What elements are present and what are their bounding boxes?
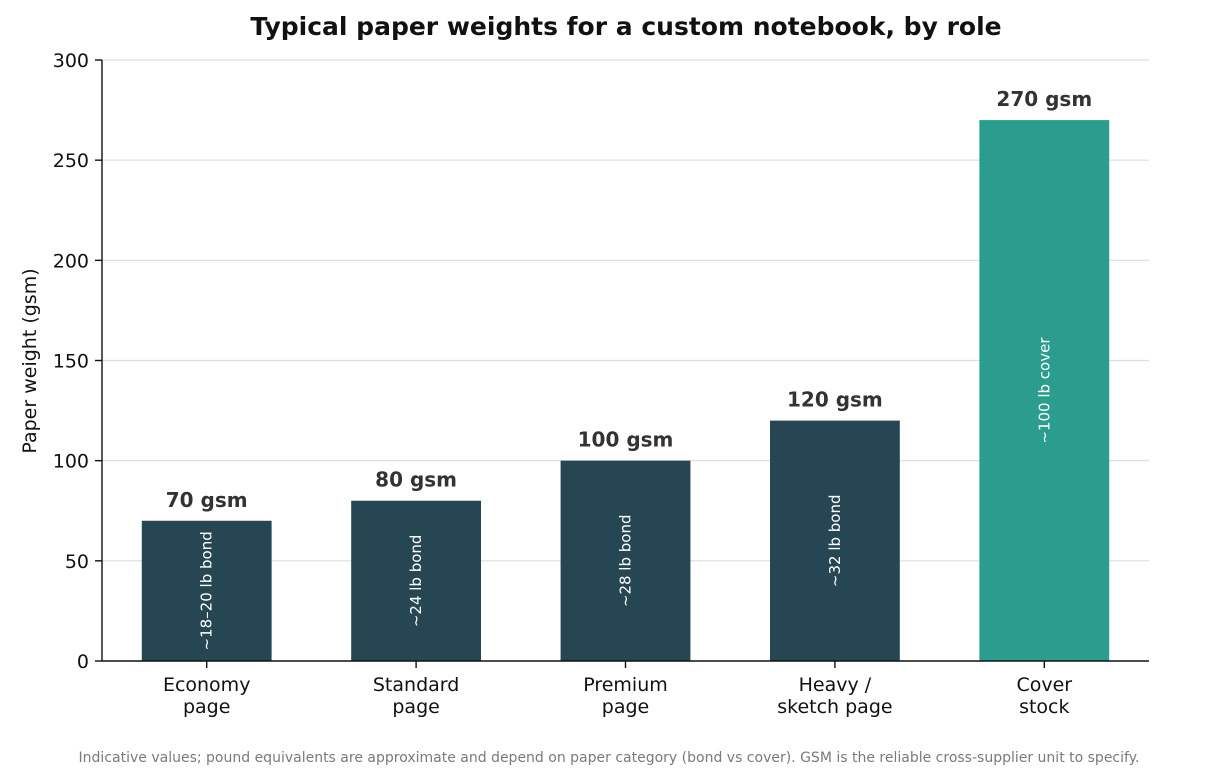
x-tick-label-line: page: [392, 696, 439, 718]
bar-value-label: 120 gsm: [787, 388, 883, 412]
y-tick-label: 300: [53, 50, 89, 72]
grid-lines: [102, 59, 1149, 562]
bar-value-label: 70 gsm: [166, 488, 248, 512]
y-axis-label: Paper weight (gsm): [19, 268, 41, 453]
x-tick-label-line: Heavy /: [799, 674, 872, 696]
x-tick-label: Heavy / sketch page: [777, 674, 892, 718]
y-tick-label: 50: [65, 551, 89, 573]
bar: [560, 460, 691, 661]
bar-value-label: 80 gsm: [375, 468, 457, 492]
bar-value-label: 270 gsm: [996, 87, 1092, 111]
bar: [979, 120, 1110, 662]
x-tick-label-line: Economy: [163, 674, 251, 696]
x-tick-label-line: Standard: [373, 674, 459, 696]
bar: [769, 420, 900, 661]
bar-inner-label: ~18–20 lb bond: [198, 531, 216, 650]
y-tick-label: 200: [53, 250, 89, 272]
bar-inner-label: ~32 lb bond: [826, 494, 844, 587]
bar-inner-label: ~100 lb cover: [1035, 337, 1053, 444]
x-tick-label: Economy page: [163, 674, 251, 718]
axes: [95, 59, 1149, 668]
x-tick-label-line: page: [602, 696, 649, 718]
x-tick-label-line: page: [183, 696, 230, 718]
bar: [351, 500, 482, 661]
bar: [141, 520, 272, 661]
chart-footnote: Indicative values; pound equivalents are…: [79, 750, 1140, 766]
x-tick-label-line: Cover: [1016, 674, 1072, 696]
x-tick-label: Premium page: [583, 674, 668, 718]
bars: [141, 120, 1110, 662]
bar-inner-label: ~24 lb bond: [407, 535, 425, 628]
x-tick-label-line: sketch page: [777, 696, 892, 718]
x-tick-label: Standard page: [373, 674, 459, 718]
bar-value-label: 100 gsm: [578, 428, 674, 452]
y-tick-label: 100: [53, 451, 89, 473]
bar-inner-label: ~28 lb bond: [617, 515, 635, 608]
y-tick-label: 150: [53, 351, 89, 373]
labels: 0 50 100 150 200 250 300 70 gsm ~18–20 lb bond Ec…: [53, 50, 1092, 718]
y-tick-label: 0: [77, 651, 89, 673]
x-tick-label-line: stock: [1019, 696, 1069, 718]
y-tick-label: 250: [53, 150, 89, 172]
chart-title: Typical paper weights for a custom noteb…: [250, 12, 1001, 41]
x-tick-label: Cover stock: [1016, 674, 1072, 718]
x-tick-label-line: Premium: [583, 674, 668, 696]
